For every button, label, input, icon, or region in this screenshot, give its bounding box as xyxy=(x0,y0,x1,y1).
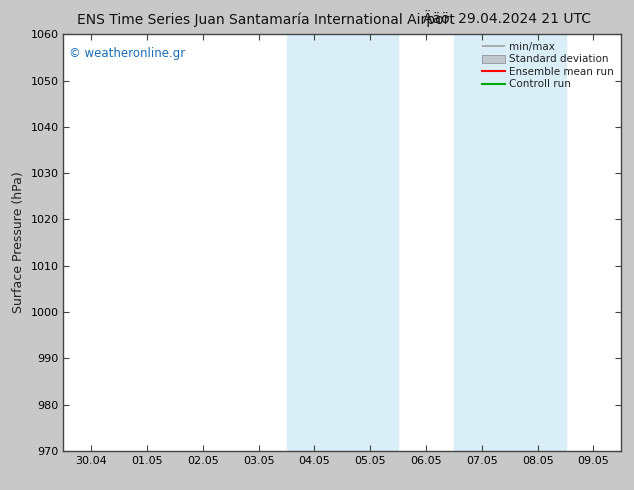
Legend: min/max, Standard deviation, Ensemble mean run, Controll run: min/max, Standard deviation, Ensemble me… xyxy=(478,37,618,94)
Y-axis label: Surface Pressure (hPa): Surface Pressure (hPa) xyxy=(12,172,25,314)
Bar xyxy=(287,34,398,451)
Text: ENS Time Series Juan Santamaría International Airport: ENS Time Series Juan Santamaría Internat… xyxy=(77,12,455,27)
Text: Ääö. 29.04.2024 21 UTC: Ääö. 29.04.2024 21 UTC xyxy=(424,12,591,26)
Bar xyxy=(454,34,566,451)
Text: © weatheronline.gr: © weatheronline.gr xyxy=(69,47,185,60)
